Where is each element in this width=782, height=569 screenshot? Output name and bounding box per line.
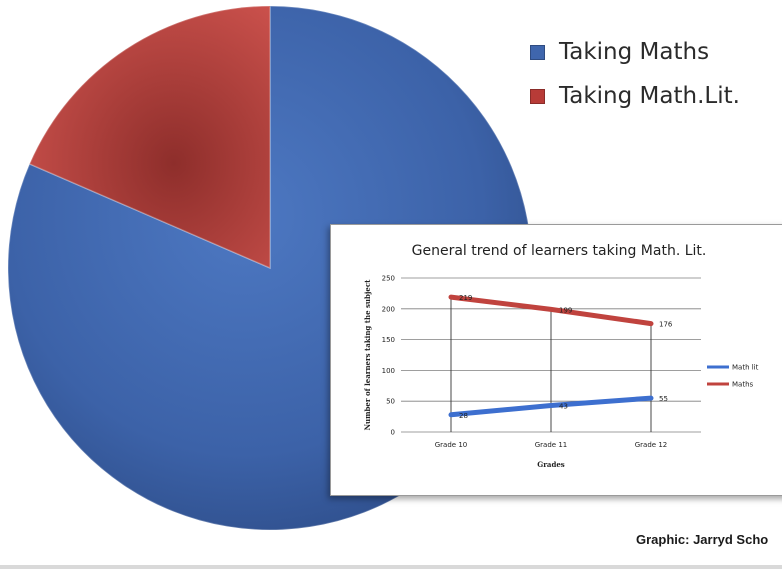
line-legend-label: Maths bbox=[732, 381, 754, 389]
data-label: 28 bbox=[459, 412, 468, 420]
graphic-credit: Graphic: Jarryd Scho bbox=[636, 532, 769, 547]
y-tick-label: 0 bbox=[391, 429, 395, 437]
series-line-math-lit bbox=[448, 395, 654, 418]
legend-swatch-taking-math-lit bbox=[530, 88, 545, 104]
data-label: 43 bbox=[559, 403, 568, 411]
legend-item-taking-maths: Taking Maths bbox=[530, 30, 740, 74]
line-chart-title: General trend of learners taking Math. L… bbox=[411, 243, 707, 259]
line-legend-label: Math lit bbox=[732, 364, 759, 372]
y-tick-label: 50 bbox=[386, 398, 395, 406]
data-label: 176 bbox=[659, 321, 673, 329]
legend-label-taking-maths: Taking Maths bbox=[559, 39, 710, 65]
line-chart-panel: General trend of learners taking Math. L… bbox=[330, 224, 782, 496]
x-tick-label: Grade 11 bbox=[535, 441, 567, 449]
data-label: 199 bbox=[559, 306, 572, 314]
line-chart: 0 50 100 150 200 250 Grade 10 Grade 11 Grade 12 G… bbox=[363, 275, 759, 470]
legend-item-taking-math-lit: Taking Math.Lit. bbox=[530, 74, 740, 118]
y-tick-label: 100 bbox=[382, 367, 395, 375]
series-line-maths bbox=[448, 294, 654, 327]
data-label: 219 bbox=[459, 294, 472, 302]
pie-slice-taking-math-lit bbox=[28, 5, 271, 270]
data-label: 55 bbox=[659, 395, 668, 403]
x-axis-title: Grades bbox=[537, 460, 565, 469]
y-axis-title: Number of learners taking the subject bbox=[363, 279, 372, 431]
bottom-rule bbox=[0, 565, 782, 569]
y-tick-label: 150 bbox=[382, 336, 395, 344]
pie-legend: Taking Maths Taking Math.Lit. bbox=[530, 30, 740, 118]
y-tick-label: 250 bbox=[382, 275, 395, 283]
y-tick-label: 200 bbox=[382, 305, 395, 313]
x-tick-label: Grade 12 bbox=[635, 441, 667, 449]
legend-swatch-taking-maths bbox=[530, 44, 545, 60]
x-tick-label: Grade 10 bbox=[435, 441, 467, 449]
legend-label-taking-math-lit: Taking Math.Lit. bbox=[559, 83, 740, 109]
